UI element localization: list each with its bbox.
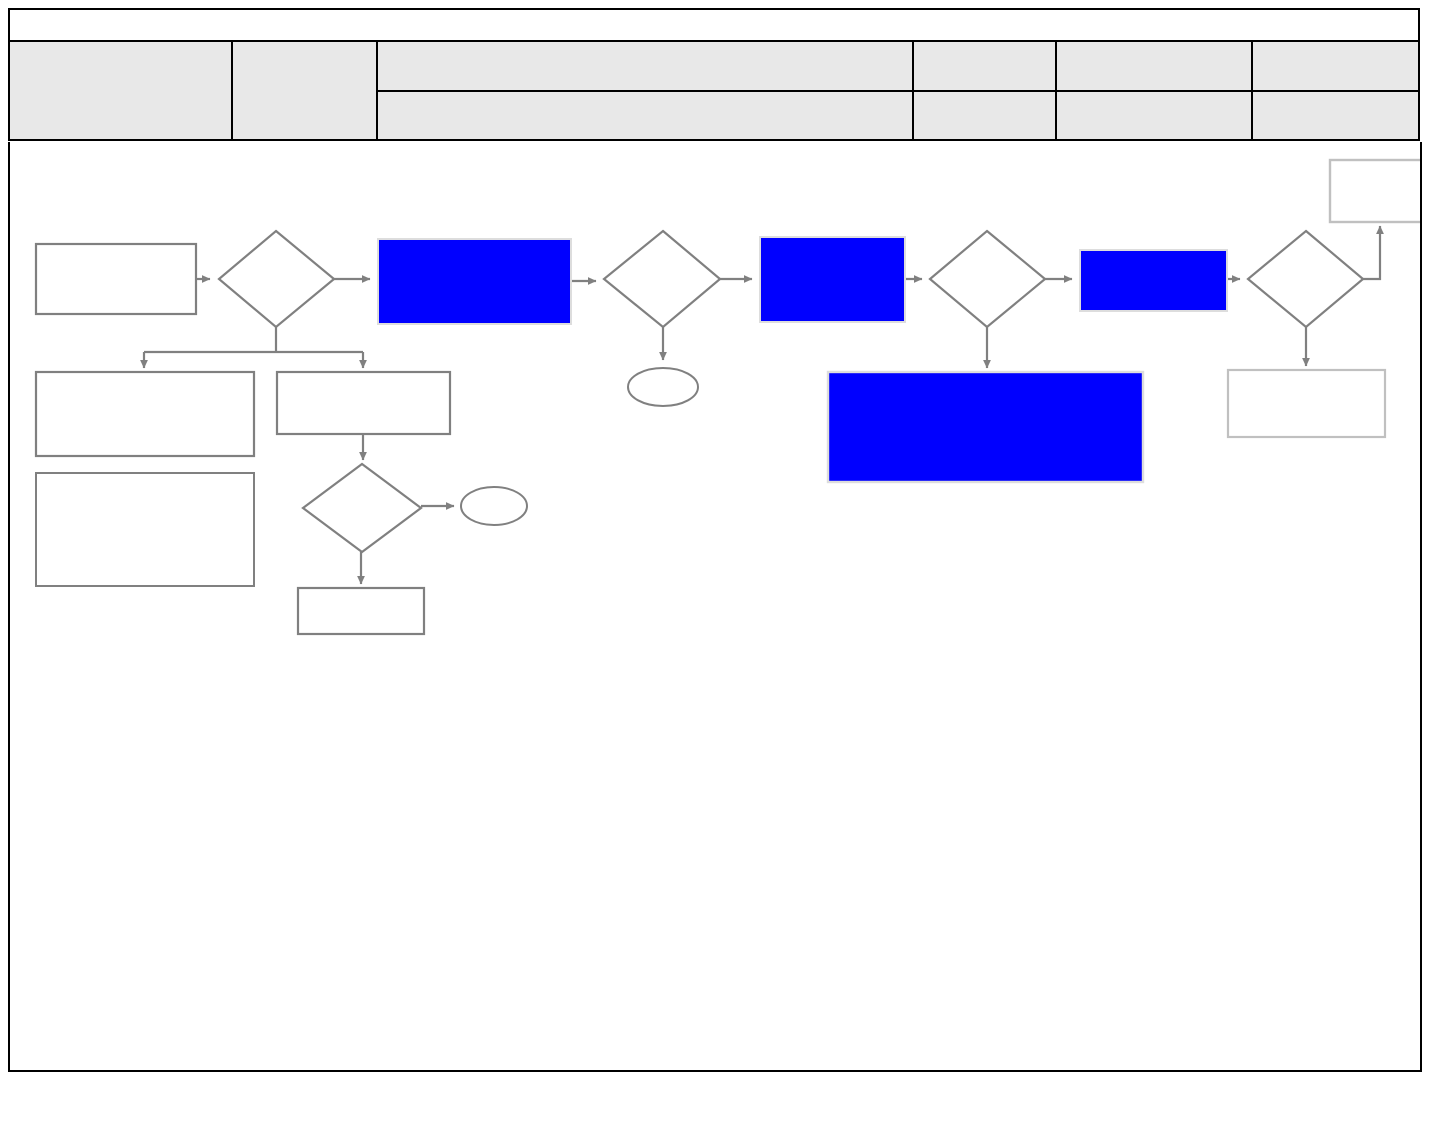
node-decision-5[interactable] <box>301 462 423 554</box>
node-decision-3[interactable] <box>928 229 1047 329</box>
header-cell-r1-c4 <box>912 40 1057 92</box>
edge-d4-n2 <box>1363 225 1384 281</box>
header-cell-r2-c4 <box>912 89 1057 141</box>
node-terminal-top-right-box[interactable] <box>1328 158 1420 224</box>
footer-strip <box>0 1112 1441 1124</box>
node-branch-box-middle[interactable] <box>275 370 452 436</box>
node-sub-process-box[interactable] <box>296 586 426 636</box>
node-decision-2[interactable] <box>602 229 722 329</box>
node-decision-1[interactable] <box>217 229 336 329</box>
header-cell-r2-c5 <box>1055 89 1253 141</box>
header-cell-r1-c3 <box>376 40 914 92</box>
header-row-2 <box>9 89 1421 141</box>
header-cell-r2-c6 <box>1250 89 1421 141</box>
node-terminator-ellipse-1[interactable] <box>627 367 699 407</box>
header-title-cell <box>7 8 1421 42</box>
flowchart-frame <box>8 142 1422 1072</box>
node-decision-4[interactable] <box>1246 229 1365 329</box>
node-start-process-box[interactable] <box>34 242 198 316</box>
node-highlighted-process-2[interactable] <box>759 236 906 323</box>
flowchart-svg <box>34 158 1420 636</box>
node-branch-box-left[interactable] <box>34 370 256 458</box>
header-cell-col1 <box>8 40 233 141</box>
flowchart-canvas <box>10 142 1420 1070</box>
node-terminator-ellipse-2[interactable] <box>460 486 528 526</box>
header-cell-r1-c6 <box>1250 40 1421 92</box>
node-result-box-right[interactable] <box>1226 368 1387 439</box>
header-table <box>7 8 1421 141</box>
header-cell-r1-c5 <box>1055 40 1253 92</box>
connector-split-bus <box>144 327 363 354</box>
header-cell-col2 <box>231 40 378 141</box>
node-highlighted-process-1[interactable] <box>377 238 572 325</box>
header-row-1 <box>8 40 1421 141</box>
connector-group <box>140 225 1384 585</box>
node-highlighted-process-3[interactable] <box>1079 249 1228 312</box>
node-highlighted-process-4[interactable] <box>826 370 1145 484</box>
header-cell-r2-c3 <box>376 89 914 141</box>
node-note-box-left[interactable] <box>35 472 255 587</box>
header-title-row <box>7 8 1421 42</box>
